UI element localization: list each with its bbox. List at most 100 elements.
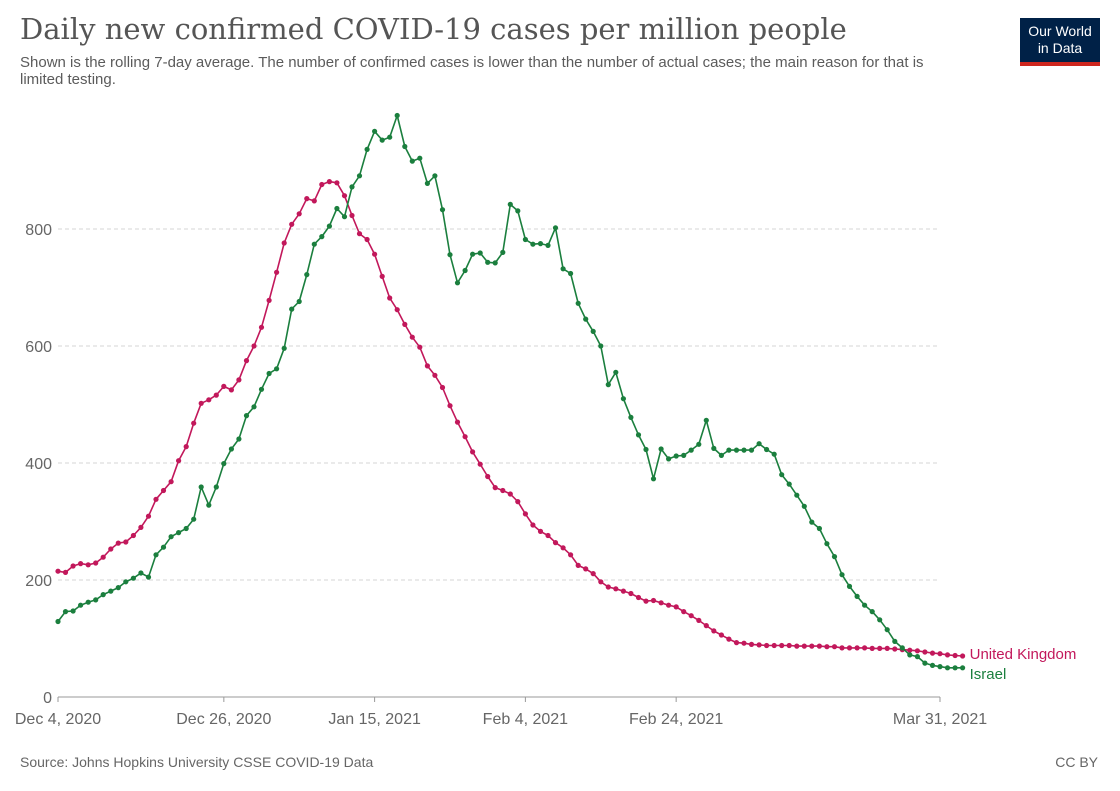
data-point [168, 534, 174, 540]
data-point [349, 184, 355, 190]
data-point [145, 574, 152, 580]
data-point [590, 571, 596, 577]
data-point [221, 383, 227, 389]
data-point [696, 441, 702, 447]
data-point [454, 419, 461, 425]
data-point [839, 572, 845, 578]
data-point [447, 403, 453, 409]
data-point [439, 207, 446, 213]
data-point [507, 201, 513, 207]
data-point [884, 627, 890, 633]
data-point [522, 511, 529, 517]
data-point [341, 193, 348, 199]
data-point [809, 519, 815, 525]
data-point [748, 641, 755, 648]
data-point [854, 645, 860, 651]
data-point [960, 665, 966, 671]
data-point [598, 579, 604, 585]
data-point [650, 476, 657, 482]
data-point [432, 173, 438, 179]
data-point [409, 158, 415, 164]
data-point [356, 231, 363, 237]
y-tick-label: 400 [25, 456, 52, 473]
data-point [809, 643, 815, 649]
data-point [613, 369, 619, 375]
data-point [545, 532, 551, 539]
data-point [846, 645, 853, 651]
data-point [492, 260, 498, 266]
series-label: Israel [970, 666, 1007, 683]
data-point [786, 642, 792, 649]
owid-logo[interactable]: Our World in Data [1020, 18, 1100, 66]
data-point [108, 588, 114, 594]
series-line-united-kingdom [57, 180, 963, 657]
data-point [507, 491, 513, 497]
data-point [688, 447, 694, 453]
data-point [304, 272, 310, 278]
data-point [62, 569, 69, 576]
data-point [643, 446, 649, 453]
data-point [711, 445, 717, 451]
data-point [899, 645, 905, 651]
data-point [236, 377, 242, 383]
data-point [115, 585, 121, 591]
data-point [598, 343, 604, 349]
data-point [748, 447, 755, 453]
data-point [726, 636, 732, 642]
data-point [281, 345, 287, 351]
data-point [138, 570, 144, 576]
data-point [108, 546, 114, 552]
data-point [537, 528, 544, 535]
data-point [786, 481, 792, 487]
source-note[interactable]: Source: Johns Hopkins University CSSE CO… [20, 754, 374, 770]
data-point [537, 241, 544, 247]
license-link[interactable]: CC BY [1055, 754, 1098, 770]
data-point [794, 643, 800, 649]
data-point [394, 307, 400, 313]
data-point [711, 628, 717, 634]
data-point [741, 640, 747, 646]
data-point [914, 648, 921, 654]
data-point [477, 250, 483, 256]
data-point [289, 306, 295, 312]
y-tick-label: 800 [25, 222, 52, 239]
data-point [387, 134, 393, 140]
data-point [726, 447, 732, 453]
data-point [605, 382, 611, 388]
data-point [251, 343, 257, 349]
data-point [379, 273, 385, 279]
data-point [929, 650, 936, 656]
data-point [462, 434, 468, 440]
data-point [741, 447, 747, 453]
y-tick-label: 0 [43, 690, 52, 707]
data-point [153, 552, 159, 558]
data-point [944, 665, 951, 671]
data-point [70, 563, 76, 569]
data-point [153, 496, 159, 502]
data-point [801, 503, 807, 509]
data-point [869, 609, 875, 615]
data-point [922, 649, 928, 655]
data-point [85, 562, 91, 568]
x-tick-label: Feb 4, 2021 [483, 711, 569, 728]
data-point [869, 645, 875, 652]
data-point [379, 137, 385, 143]
data-point [568, 552, 574, 558]
data-point [560, 266, 566, 272]
data-point [372, 251, 378, 257]
data-point [575, 562, 581, 569]
data-point [138, 524, 144, 531]
data-point [228, 446, 234, 452]
data-point [372, 128, 378, 134]
data-point [733, 640, 740, 646]
data-point [884, 645, 890, 652]
data-point [62, 609, 69, 615]
data-point [85, 599, 91, 605]
data-point [696, 617, 702, 624]
data-point [70, 608, 76, 614]
data-point [198, 484, 204, 490]
data-point [643, 598, 649, 604]
data-point [258, 324, 265, 330]
data-point [650, 597, 657, 604]
data-point [590, 328, 596, 334]
